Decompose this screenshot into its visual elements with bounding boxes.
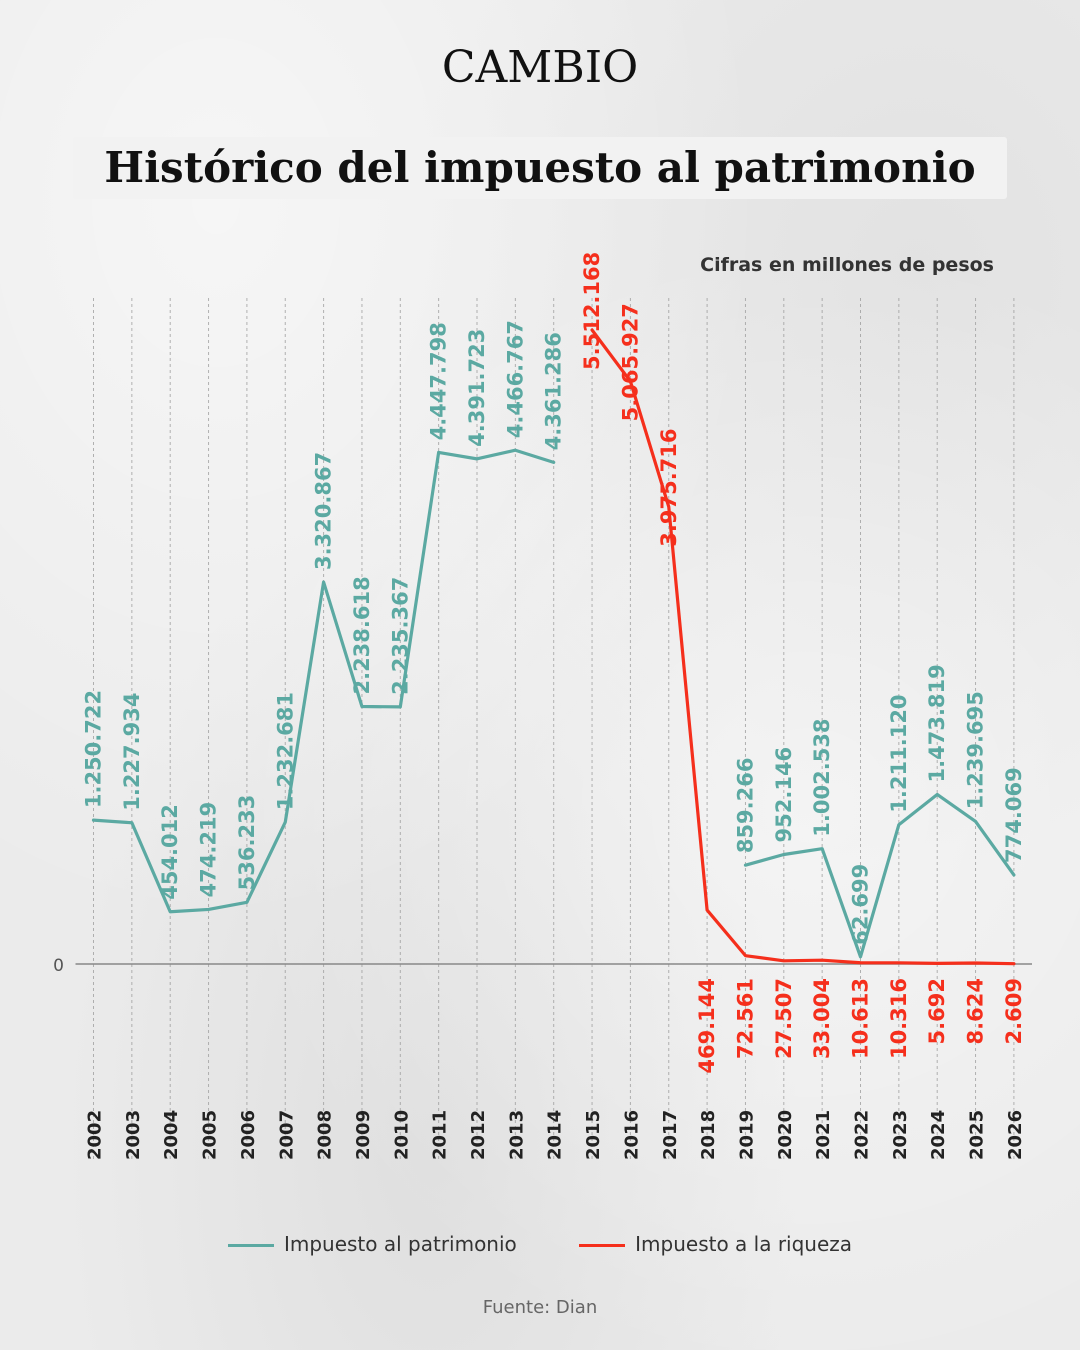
x-tick-label: 2024 bbox=[928, 1110, 949, 1160]
legend-item-riqueza: Impuesto a la riqueza bbox=[579, 1232, 852, 1256]
series-line-patrimonio bbox=[743, 792, 1016, 959]
x-tick-label: 2006 bbox=[238, 1110, 259, 1160]
x-tick-label: 2012 bbox=[468, 1110, 489, 1160]
data-label-patrimonio: 1.250.722 bbox=[82, 690, 106, 808]
x-tick-label: 2010 bbox=[391, 1110, 412, 1160]
data-label-patrimonio: 1.232.681 bbox=[273, 692, 297, 810]
data-label-patrimonio: 1.002.538 bbox=[810, 718, 834, 836]
title-background bbox=[73, 137, 1007, 199]
data-label-patrimonio: 1.239.695 bbox=[964, 691, 988, 809]
data-label-patrimonio: 4.391.723 bbox=[465, 329, 489, 447]
data-label-patrimonio: 952.146 bbox=[772, 747, 796, 843]
data-label-patrimonio: 4.466.767 bbox=[503, 320, 527, 438]
x-tick-label: 2007 bbox=[276, 1110, 297, 1160]
data-label-riqueza: 5.692 bbox=[925, 978, 949, 1044]
data-label-riqueza: 8.624 bbox=[964, 978, 988, 1044]
data-label-riqueza: 33.004 bbox=[810, 978, 834, 1059]
x-tick-label: 2015 bbox=[583, 1110, 604, 1160]
series-line-riqueza bbox=[590, 328, 1016, 966]
data-label-riqueza: 5.065.927 bbox=[618, 303, 642, 421]
data-label-riqueza: 3.975.716 bbox=[657, 428, 681, 546]
data-label-patrimonio: 2.235.367 bbox=[388, 577, 412, 695]
data-label-patrimonio: 454.012 bbox=[158, 804, 182, 900]
x-tick-label: 2003 bbox=[123, 1110, 144, 1160]
x-tick-label: 2013 bbox=[506, 1110, 527, 1160]
x-tick-label: 2011 bbox=[430, 1110, 451, 1160]
data-label-riqueza: 2.609 bbox=[1002, 978, 1026, 1044]
data-label-riqueza: 5.512.168 bbox=[580, 252, 604, 370]
data-label-patrimonio: 859.266 bbox=[733, 758, 757, 854]
legend-label-riqueza: Impuesto a la riqueza bbox=[635, 1231, 853, 1256]
x-tick-label: 2023 bbox=[890, 1110, 911, 1160]
data-label-patrimonio: 2.238.618 bbox=[350, 576, 374, 694]
data-label-patrimonio: 4.447.798 bbox=[427, 322, 451, 440]
source-note: Fuente: Dian bbox=[482, 1297, 598, 1318]
x-tick-label: 2025 bbox=[967, 1110, 988, 1160]
data-label-patrimonio: 62.699 bbox=[849, 864, 873, 945]
x-tick-label: 2014 bbox=[545, 1110, 566, 1160]
x-tick-label: 2019 bbox=[736, 1110, 757, 1160]
x-tick-label: 2026 bbox=[1005, 1110, 1026, 1160]
data-label-patrimonio: 1.473.819 bbox=[925, 664, 949, 782]
data-label-riqueza: 10.316 bbox=[887, 978, 911, 1059]
x-tick-label: 2017 bbox=[660, 1110, 681, 1160]
data-label-riqueza: 27.507 bbox=[772, 978, 796, 1059]
x-tick-label: 2004 bbox=[161, 1110, 182, 1160]
x-tick-label: 2016 bbox=[621, 1110, 642, 1160]
data-label-patrimonio: 1.227.934 bbox=[120, 693, 144, 811]
data-label-riqueza: 72.561 bbox=[733, 978, 757, 1059]
data-label-riqueza: 469.144 bbox=[695, 978, 719, 1074]
x-tick-label: 2009 bbox=[353, 1110, 374, 1160]
data-label-patrimonio: 3.320.867 bbox=[312, 452, 336, 570]
legend-swatch-patrimonio bbox=[227, 1243, 274, 1247]
x-tick-label: 2005 bbox=[200, 1110, 221, 1160]
x-tick-label: 2021 bbox=[813, 1110, 834, 1160]
legend-label-patrimonio: Impuesto al patrimonio bbox=[283, 1231, 517, 1256]
x-tick-label: 2022 bbox=[852, 1110, 873, 1160]
data-label-patrimonio: 774.069 bbox=[1002, 767, 1026, 863]
y-zero-label: 0 bbox=[53, 956, 64, 976]
brand-logo: CAMBIO bbox=[441, 42, 639, 93]
data-label-riqueza: 10.613 bbox=[849, 978, 873, 1059]
x-tick-label: 2020 bbox=[775, 1110, 796, 1160]
series-line-patrimonio bbox=[91, 448, 556, 914]
data-label-patrimonio: 536.233 bbox=[235, 795, 259, 891]
legend-swatch-riqueza bbox=[579, 1243, 626, 1247]
legend-item-patrimonio: Impuesto al patrimonio bbox=[227, 1231, 517, 1256]
units-note: Cifras en millones de pesos bbox=[700, 254, 994, 276]
x-tick-label: 2018 bbox=[698, 1110, 719, 1160]
data-label-patrimonio: 4.361.286 bbox=[542, 332, 566, 450]
x-tick-label: 2008 bbox=[315, 1110, 336, 1160]
data-label-patrimonio: 474.219 bbox=[197, 802, 221, 898]
x-tick-label: 2002 bbox=[85, 1110, 106, 1160]
data-label-patrimonio: 1.211.120 bbox=[887, 694, 911, 812]
chart-title: Histórico del impuesto al patrimonio bbox=[104, 143, 976, 192]
legend: Impuesto al patrimonio Impuesto a la riq… bbox=[0, 1230, 1080, 1256]
